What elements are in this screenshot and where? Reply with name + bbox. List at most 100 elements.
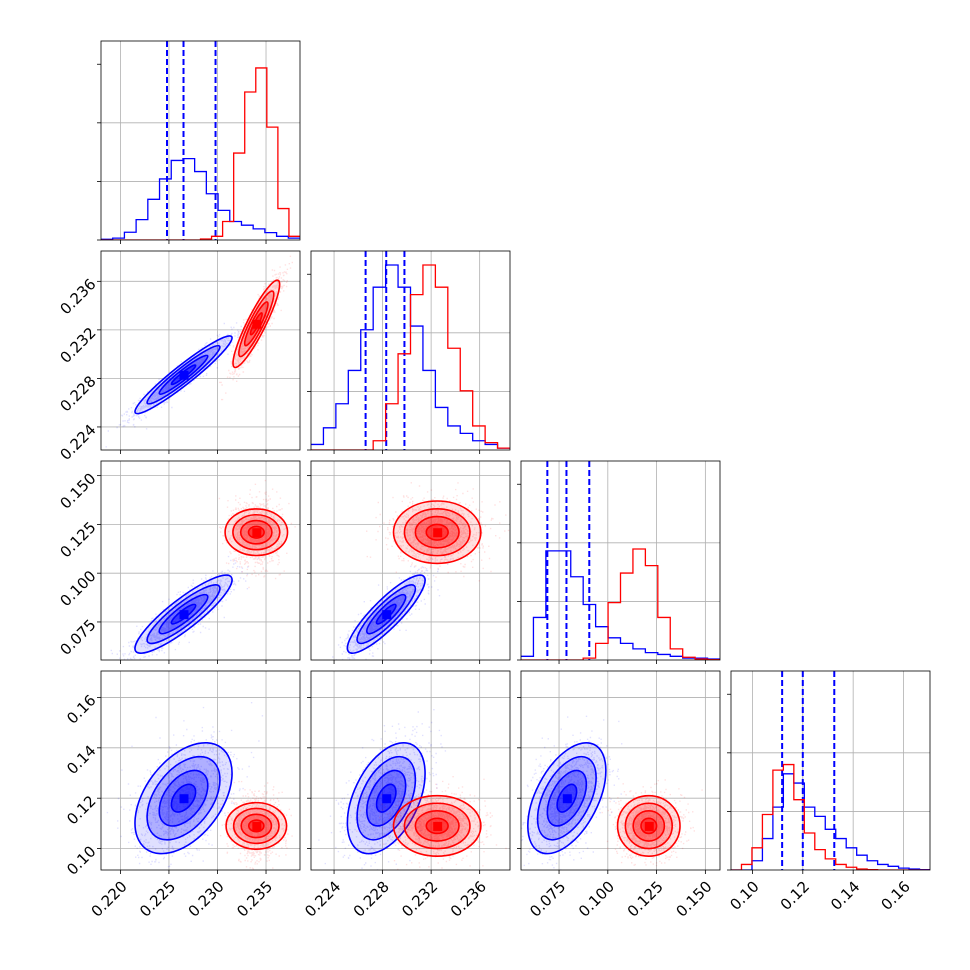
panel-frame	[100, 250, 301, 451]
x-tick-label: 0.16	[877, 878, 913, 914]
blue-contour	[146, 584, 221, 645]
blue-contour	[375, 783, 397, 813]
red-contour	[624, 802, 674, 850]
panel-frame	[310, 670, 511, 871]
red-contour	[414, 515, 460, 549]
y-tick-label: 0.16	[63, 691, 99, 727]
x-tick-label: 0.236	[447, 878, 490, 921]
y-tick-label: 0.125	[56, 518, 99, 561]
blue-contour	[158, 593, 209, 635]
red-contour	[403, 802, 471, 850]
blue-contour	[134, 335, 233, 415]
red-contour	[640, 817, 658, 835]
red-contour	[616, 794, 681, 857]
blue-scatter-points	[521, 715, 623, 870]
panel-content	[106, 702, 293, 870]
x-tick-label: 0.228	[350, 878, 393, 921]
red-contour	[247, 525, 265, 539]
panel-3-1	[100, 460, 301, 661]
x-tick-label: 0.232	[398, 878, 441, 921]
panel-4-2	[310, 670, 511, 871]
x-tick-label: 0.225	[136, 878, 179, 921]
red-peak-cell	[252, 821, 262, 831]
x-tick-label: 0.10	[726, 878, 762, 914]
blue-contour	[146, 755, 221, 841]
red-peak-cell	[433, 528, 443, 538]
x-tick-label: 0.125	[624, 878, 667, 921]
red-histogram-step	[311, 264, 510, 450]
x-tick-label: 0.14	[827, 878, 863, 914]
y-tick-label: 0.100	[56, 567, 99, 610]
panel-frame	[100, 460, 301, 661]
x-tick-label: 0.224	[301, 878, 344, 921]
y-tick-label: 0.236	[56, 275, 99, 318]
blue-peak-cell	[179, 610, 189, 620]
marginal-panel-2	[307, 250, 511, 451]
y-tick-label: 0.075	[56, 616, 99, 659]
y-tick-label: 0.224	[56, 421, 99, 464]
x-tick-label: 0.220	[88, 878, 131, 921]
red-contour	[392, 794, 482, 857]
panel-4-1	[100, 670, 301, 871]
blue-contour	[170, 783, 197, 813]
panel-2-1	[100, 250, 301, 451]
blue-contour	[527, 741, 607, 855]
panel-4-3	[520, 670, 721, 871]
x-tick-label: 0.075	[526, 878, 569, 921]
red-contour	[232, 279, 281, 369]
blue-contour	[146, 344, 221, 405]
x-tick-label: 0.235	[233, 878, 276, 921]
blue-contour	[366, 769, 407, 827]
red-contour	[632, 810, 666, 842]
blue-contour	[158, 769, 209, 827]
marginal-panel-4	[727, 670, 931, 871]
red-contour	[247, 819, 265, 833]
y-tick-label: 0.12	[63, 792, 99, 828]
panel-content	[332, 482, 510, 660]
red-peak-cell	[252, 319, 262, 329]
red-contour	[425, 817, 449, 835]
blue-contour	[134, 574, 233, 654]
x-tick-label: 0.100	[575, 878, 618, 921]
y-tick-label: 0.10	[63, 842, 99, 878]
blue-peak-cell	[562, 794, 572, 804]
panel-3-2	[310, 460, 511, 661]
y-tick-label: 0.232	[56, 324, 99, 367]
blue-histogram-step	[101, 157, 300, 240]
panel-frame	[100, 40, 301, 241]
blue-contour	[346, 741, 426, 855]
y-tick-label: 0.14	[63, 742, 99, 778]
x-tick-label: 0.230	[185, 878, 228, 921]
panel-frame	[310, 460, 511, 661]
panel-content	[110, 479, 296, 660]
blue-histogram-step	[731, 773, 930, 870]
y-tick-label: 0.228	[56, 372, 99, 415]
red-contour	[414, 810, 460, 842]
panel-frame	[100, 670, 301, 871]
red-peak-cell	[252, 528, 262, 538]
red-contour	[238, 290, 275, 358]
red-contour	[225, 801, 288, 851]
panel-frame	[730, 670, 931, 871]
red-histogram-step	[731, 763, 930, 870]
red-contour	[232, 807, 280, 845]
red-peak-cell	[433, 821, 443, 831]
marginal-panel-3	[517, 460, 721, 661]
red-contour	[240, 813, 273, 839]
blue-peak-cell	[382, 794, 392, 804]
blue-histogram-step	[521, 550, 720, 660]
panel-frame	[310, 250, 511, 451]
blue-peak-cell	[382, 610, 392, 620]
blue-contour	[356, 584, 417, 645]
blue-peak-cell	[179, 370, 189, 380]
red-histogram-step	[101, 67, 300, 240]
panel-content	[318, 709, 507, 870]
red-contour	[232, 513, 281, 551]
blue-contour	[536, 755, 597, 841]
panel-content	[521, 715, 703, 870]
x-tick-label: 0.150	[673, 878, 716, 921]
blue-contour	[134, 741, 233, 855]
blue-contour	[346, 574, 426, 654]
red-peak-cell	[644, 821, 654, 831]
